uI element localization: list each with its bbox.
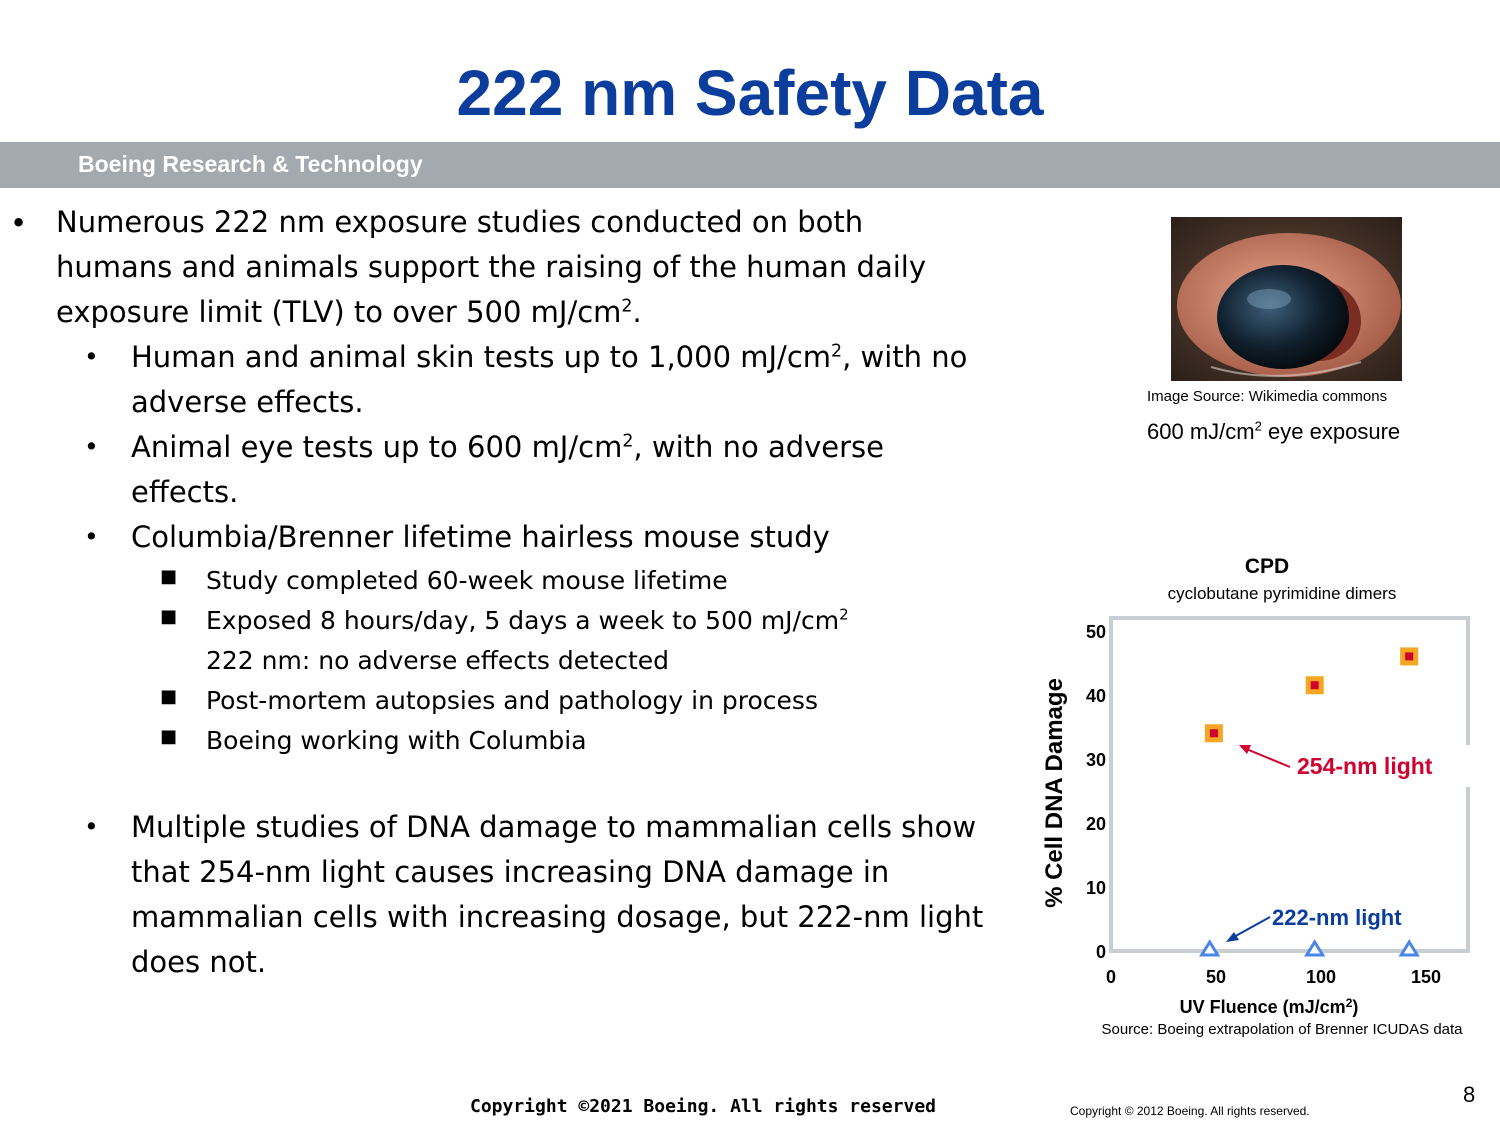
y-tick-label: 40	[1086, 686, 1106, 706]
point-222nm	[1199, 939, 1221, 957]
y-axis-label: % Cell DNA Damage	[1041, 678, 1068, 908]
bullet-sub-skin: Human and animal skin tests up to 1,000 …	[131, 340, 968, 419]
legend-254-bg	[1290, 745, 1470, 787]
bullet-sub-eye: Animal eye tests up to 600 mJ/cm2, with …	[131, 430, 884, 509]
bullet-square-3: ■	[160, 686, 178, 707]
bullet-dot-1b: •	[84, 432, 99, 461]
bullet-main-1: Numerous 222 nm exposure studies conduct…	[56, 205, 926, 329]
point-254nm	[1310, 681, 1319, 690]
cpd-chart: CPD cyclobutane pyrimidine dimers 0 10 20 3…	[1041, 555, 1470, 1038]
arrowhead-254	[1239, 745, 1251, 754]
x-tick-label: 150	[1411, 967, 1441, 987]
bullet-subsub-exposed: Exposed 8 hours/day, 5 days a week to 50…	[206, 605, 849, 675]
series-label-222: 222-nm light	[1272, 905, 1402, 930]
bullet-dot-1c: •	[84, 522, 99, 551]
y-tick-label: 10	[1086, 878, 1106, 898]
data-points	[1199, 647, 1420, 957]
bullet-subsub-autopsies: Post-mortem autopsies and pathology in p…	[206, 686, 818, 715]
header-band: Boeing Research & Technology	[0, 142, 1500, 188]
arrow-254	[1243, 747, 1291, 768]
bullet-square-4: ■	[160, 726, 178, 747]
copyright-main: Copyright ©2021 Boeing. All rights reser…	[470, 1096, 936, 1117]
eye-photo	[1171, 217, 1402, 381]
bullet-square-1: ■	[160, 566, 178, 587]
x-tick-labels: 0 50 100 150	[1106, 967, 1441, 987]
bullet-subsub-lifetime: Study completed 60-week mouse lifetime	[206, 566, 728, 595]
page-number: 8	[1463, 1082, 1476, 1107]
bullet-sub-mouse-study: Columbia/Brenner lifetime hairless mouse…	[131, 520, 830, 554]
x-tick-label: 0	[1106, 967, 1116, 987]
y-tick-labels: 0 10 20 30 40 50	[1086, 622, 1106, 962]
point-254nm	[1405, 652, 1414, 661]
point-222nm	[1398, 939, 1420, 957]
image-source: Image Source: Wikimedia commons	[1147, 388, 1388, 405]
eye-photo-icon	[1171, 217, 1402, 381]
bullet-sub-dna: Multiple studies of DNA damage to mammal…	[131, 810, 984, 979]
chart-subtitle: cyclobutane pyrimidine dimers	[1168, 584, 1397, 603]
y-tick-label: 50	[1086, 622, 1106, 642]
arrow-222	[1231, 916, 1271, 939]
copyright-small: Copyright © 2012 Boeing. All rights rese…	[1070, 1104, 1310, 1118]
series-label-254: 254-nm light	[1297, 753, 1433, 779]
arrowhead-222	[1226, 932, 1239, 942]
point-222nm	[1304, 939, 1326, 957]
bullet-subsub-boeing: Boeing working with Columbia	[206, 726, 587, 755]
image-caption: 600 mJ/cm2 eye exposure	[1147, 418, 1401, 444]
bullet-dot-1: •	[10, 206, 28, 240]
y-tick-label: 30	[1086, 750, 1106, 770]
slide-title: 222 nm Safety Data	[456, 57, 1044, 129]
x-tick-label: 100	[1306, 967, 1336, 987]
bullet-dot-2: •	[84, 812, 99, 841]
x-axis-label: UV Fluence (mJ/cm2)	[1180, 996, 1359, 1017]
bullet-square-2: ■	[160, 606, 178, 627]
point-254nm	[1209, 729, 1218, 738]
band-label: Boeing Research & Technology	[78, 151, 423, 177]
chart-title: CPD	[1245, 555, 1289, 578]
chart-source: Source: Boeing extrapolation of Brenner …	[1101, 1021, 1463, 1038]
y-tick-label: 0	[1096, 942, 1106, 962]
y-tick-label: 20	[1086, 814, 1106, 834]
x-tick-label: 50	[1206, 967, 1226, 987]
bullet-dot-1a: •	[84, 342, 99, 371]
